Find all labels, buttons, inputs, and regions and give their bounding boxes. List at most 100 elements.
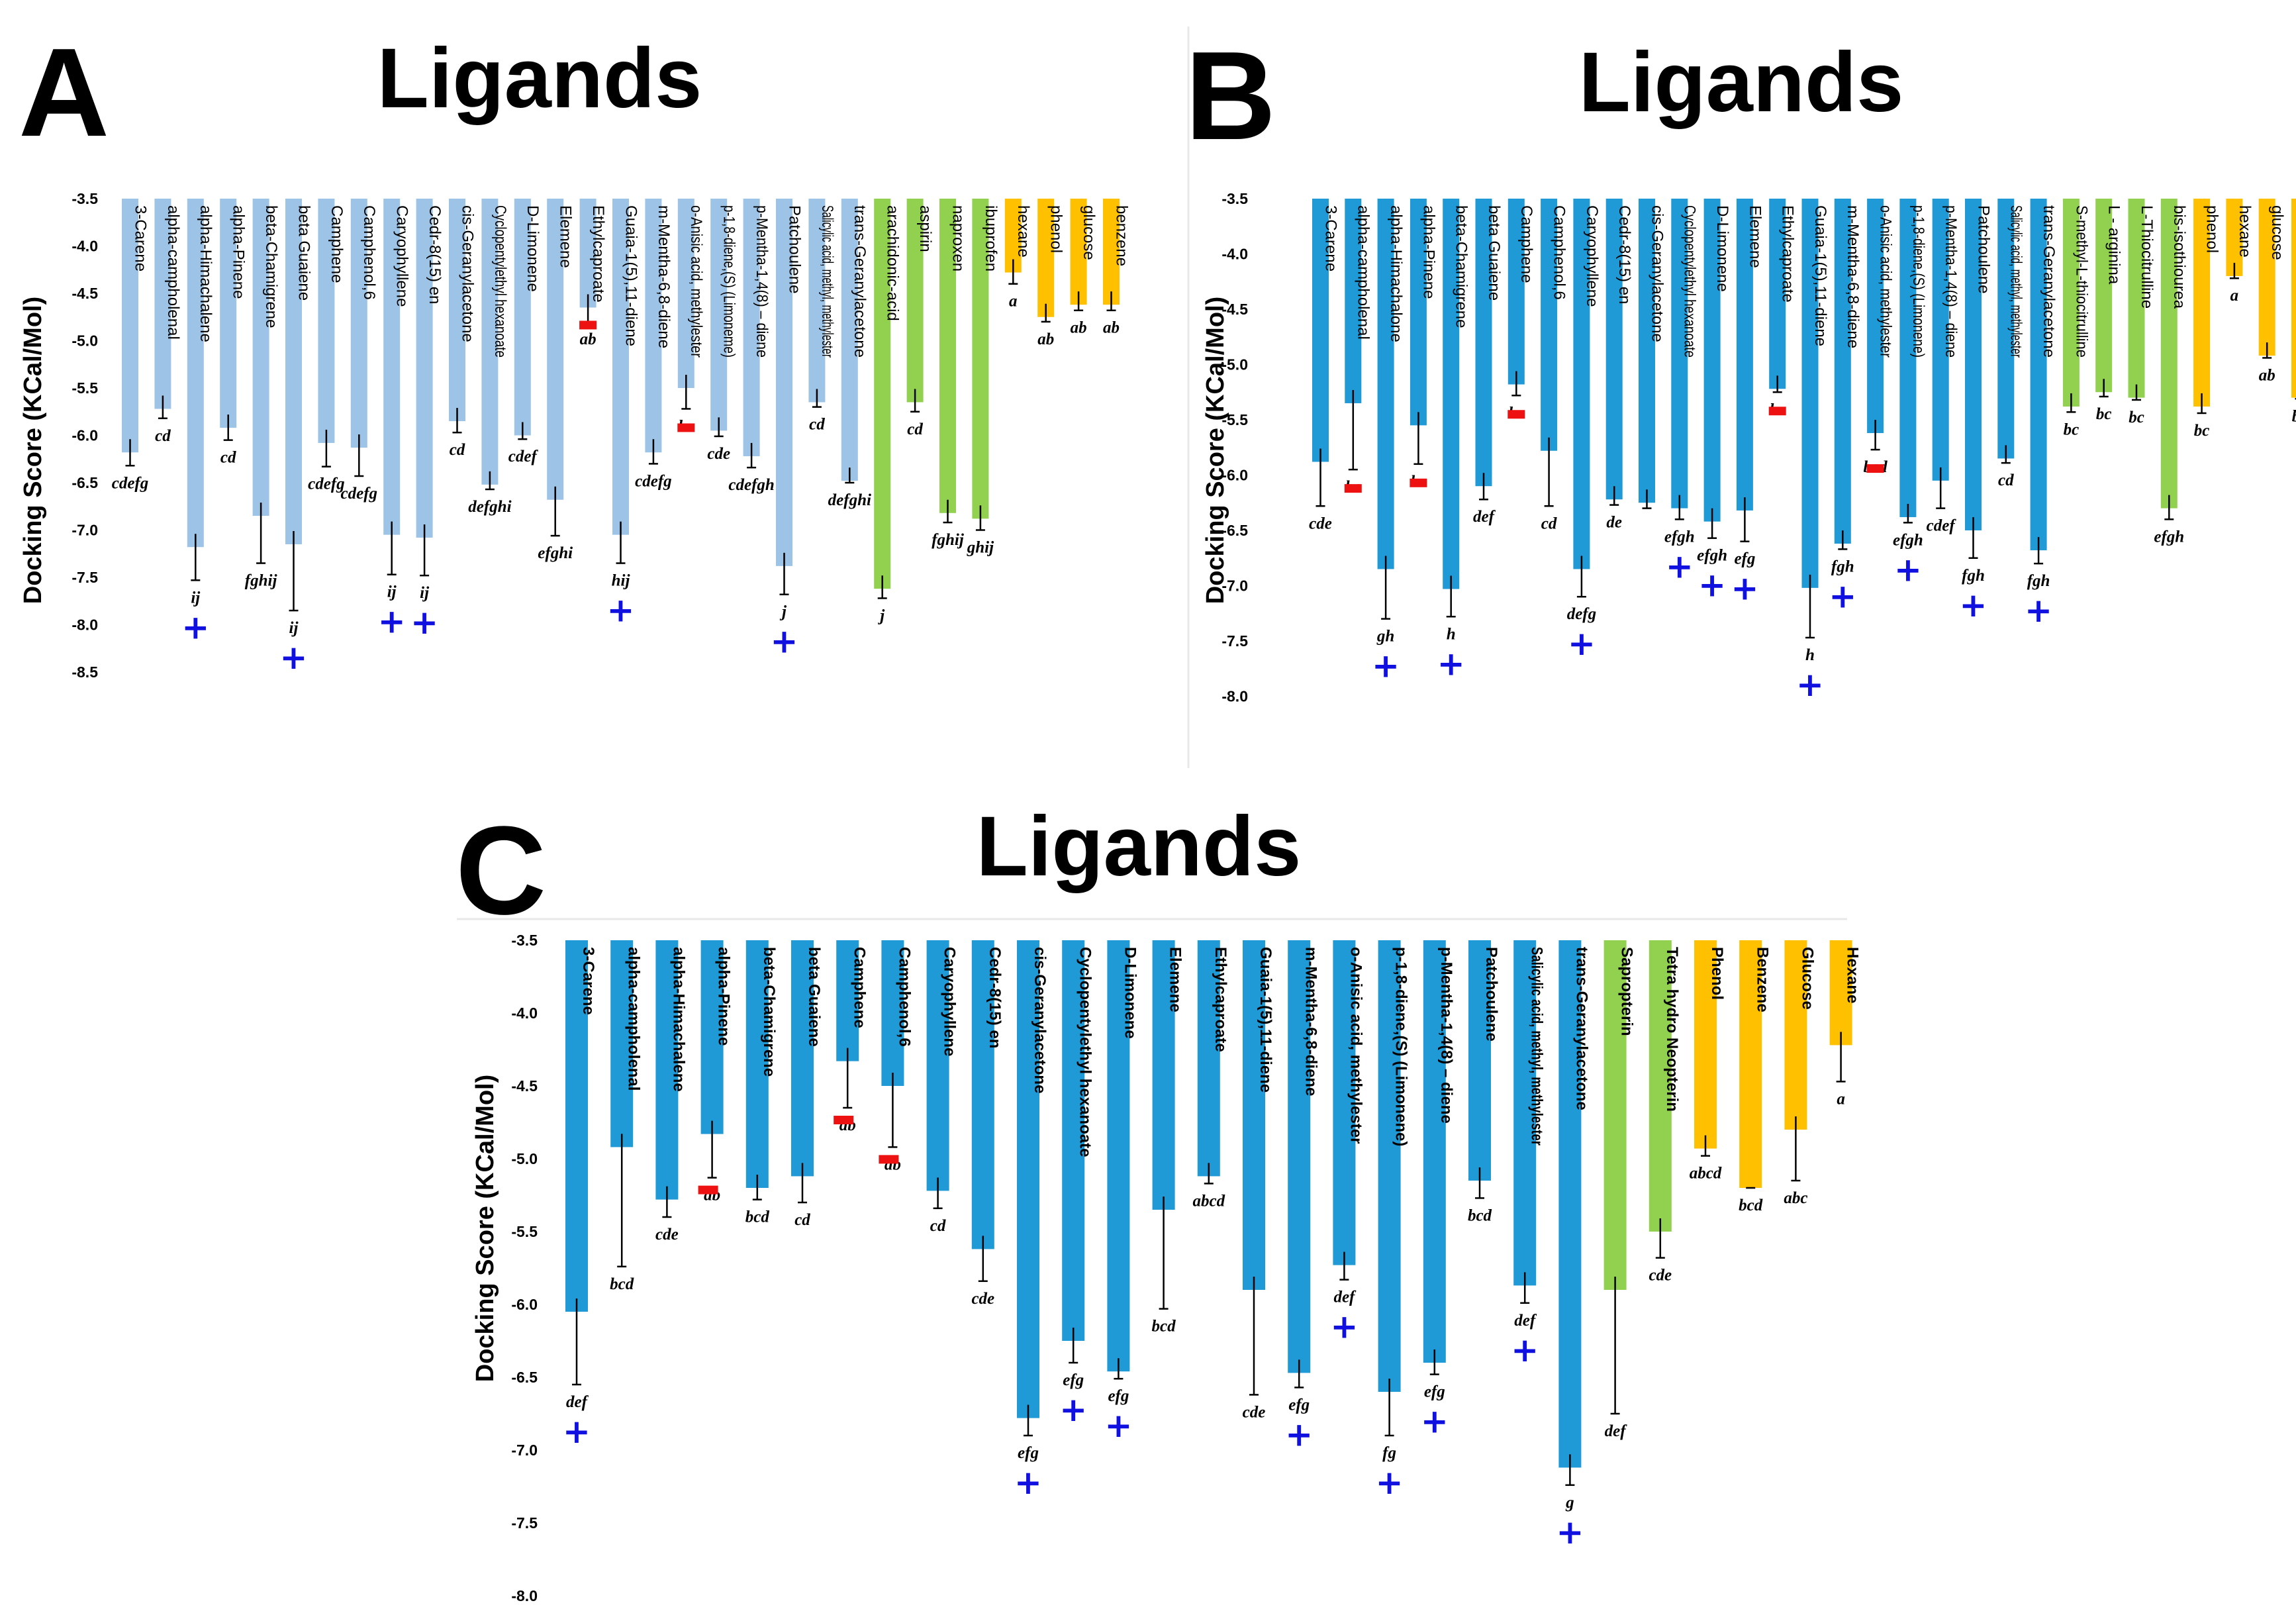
panel-b-bar-p-1-8-diene-s-limonene-significance: efgh — [1893, 531, 1923, 549]
panel-a-bar-alpha-himachalene — [187, 199, 204, 548]
panel-c-bar-sapropterin-significance: def — [1605, 1422, 1628, 1440]
panel-a-bar-trans-geranylacetone — [841, 199, 858, 481]
panel-b-bar-alpha-campholenal — [1345, 199, 1362, 403]
panel-b-bar-bis-isothiourea — [2160, 199, 2177, 509]
panel-c-bar-cis-geranylacetone-label: cis-Geranylacetone — [1031, 947, 1049, 1093]
panel-c-bar-cedr-8-15-en — [971, 940, 994, 1249]
panel-a-y-tick-label: -5.0 — [72, 332, 98, 350]
panel-c-bar-alpha-campholenal-significance: bcd — [610, 1275, 634, 1293]
panel-a-bar-salicylic-acid-methyl-methylester-label: Salicylic acid, methyl, methylester — [818, 205, 836, 358]
panel-a-y-tick-label: -3.5 — [72, 190, 98, 207]
panel-b-bar-m-mentha-6-8-diene — [1834, 199, 1851, 544]
panel-c-bar-cedr-8-15-en-significance: cde — [971, 1290, 994, 1308]
panel-b-bar-m-mentha-6-8-diene-increase-marker: + — [1829, 577, 1856, 615]
panel-b-bar-patchoulene-label: Patchoulene — [1974, 205, 1992, 293]
panel-c: C Ligands Docking Score (KCal/Mol) -3.5 -… — [455, 799, 1862, 1604]
panel-c-bar-beta-chamigrene-significance: bcd — [745, 1208, 770, 1226]
panel-b-bar-alpha-pinene-decrease-marker — [1410, 478, 1427, 487]
panel-a-bar-naproxen-significance: fghij — [932, 531, 965, 549]
panel-b-bar-s-methyl-l-thiocitrulline-label: S-methyl-L-thiocitrulline — [2072, 205, 2090, 358]
panel-b-bar-caryophyllene-label: Caryophyllene — [1583, 205, 1601, 307]
panel-b-bar-patchoulene — [1965, 199, 1982, 530]
panel-a-bar-ethylcaproate-significance: ab — [580, 330, 597, 348]
panel-b-bar-camphene-decrease-marker — [1507, 410, 1525, 419]
panel-a-bar-patchoulene-significance: j — [779, 603, 787, 621]
panel-b-bar-salicylic-acid-methyl-methylester — [1997, 199, 2015, 459]
panel-a-bar-d-limonene — [514, 199, 531, 436]
panel-b-bar-benzene — [2291, 199, 2296, 398]
panel-c-bar-cis-geranylacetone-increase-marker: + — [1014, 1463, 1042, 1502]
panel-c-bar-alpha-campholenal — [610, 940, 634, 1148]
panel-c-bar-d-limonene — [1107, 940, 1130, 1372]
panel-b-bar-m-mentha-6-8-diene-label: m-Mentha-6,8-diene — [1844, 205, 1862, 348]
panel-c-bar-p-1-8-diene-s-limonene-significance: fg — [1382, 1444, 1396, 1462]
panel-b-bar-beta-chamigrene-increase-marker: + — [1437, 644, 1465, 683]
panel-a: A Ligands Docking Score (KCal/Mol) -3.5 -… — [19, 23, 1130, 681]
panel-c-bar-m-mentha-6-8-diene — [1288, 940, 1311, 1373]
panel-b-bar-alpha-pinene — [1410, 199, 1427, 426]
panel-a-bar-beta-guaiene — [285, 199, 302, 544]
panel-c-bar-p-mentha-1-4-8-diene-label: p-Mentha-1,4(8) – diene — [1437, 947, 1455, 1124]
panel-b-bar-trans-geranylacetone-label: trans-Geranylacetone — [2040, 205, 2058, 358]
panel-a-bar-phenol-label: phenol — [1047, 205, 1065, 253]
panel-c-y-axis-title: Docking Score (KCal/Mol) — [471, 1075, 499, 1383]
panel-c-bar-hexane — [1829, 940, 1852, 1046]
panel-b-bar-phenol-significance: bc — [2194, 422, 2210, 440]
panel-a-bar-camphene — [318, 199, 335, 443]
panel-c-bar-patchoulene-label: Patchoulene — [1482, 947, 1500, 1042]
panel-a-bar-ethylcaproate-decrease-marker — [579, 320, 597, 330]
panel-b-bar-benzene-significance: bc — [2292, 407, 2296, 425]
panel-b-bar-cis-geranylacetone-label: cis-Geranylacetone — [1648, 205, 1666, 342]
panel-b-bar-cedr-8-15-en-label: Cedr-8(15) en — [1615, 205, 1633, 304]
panel-a-bar-p-mentha-1-4-8-diene — [743, 199, 760, 456]
panel-a-title: Ligands — [377, 31, 702, 126]
panel-b-y-tick-label: -5.0 — [1221, 356, 1248, 373]
panel-b-bar-trans-geranylacetone-increase-marker: + — [2025, 591, 2052, 630]
panel-c-y-tick-label: -4.5 — [511, 1077, 538, 1095]
panel-c-bar-cyclopentylethyl-hexanoate-significance: efg — [1063, 1371, 1084, 1389]
panel-a-bar-caryophyllene-label: Caryophyllene — [393, 205, 411, 307]
panel-c-bar-salicylic-acid-methyl-methylester-label: Salicylic acid, methyl, methylester — [1527, 947, 1545, 1146]
panel-b-bar-p-1-8-diene-s-limonene-increase-marker: + — [1894, 550, 1922, 589]
panel-c-bar-3-carene-label: 3-Carene — [579, 947, 597, 1015]
panel-b-bar-patchoulene-increase-marker: + — [1960, 586, 1987, 624]
panel-b-bar-o-anisic-acid-methylester-label: o-Anisic acid, methylester — [1877, 205, 1895, 358]
panel-b-bar-alpha-campholenal-decrease-marker — [1344, 484, 1362, 493]
panel-c-bar-camphenol-6-label: Camphenol,6 — [895, 947, 913, 1047]
panel-a-bar-glucose-significance: ab — [1071, 319, 1087, 337]
panel-c-bar-salicylic-acid-methyl-methylester-significance: def — [1514, 1312, 1537, 1330]
panel-a-bar-3-carene — [122, 199, 138, 453]
panel-c-bar-beta-chamigrene — [745, 940, 769, 1188]
panel-b-bar-beta-guaiene — [1475, 199, 1492, 487]
panel-b-bar-elemene-label: Elemene — [1746, 205, 1764, 268]
panel-a-bar-alpha-campholenal — [154, 199, 171, 409]
panel-a-bar-caryophyllene-significance: ij — [387, 583, 397, 601]
panel-a-bar-o-anisic-acid-methylester — [677, 199, 694, 388]
panel-a-bar-phenol — [1037, 199, 1055, 317]
panel-b-bar-cyclopentylethyl-hexanoate-increase-marker: + — [1666, 547, 1694, 585]
panel-a-bar-alpha-himachalene-label: alpha-Himachalene — [197, 205, 215, 342]
panel-a-bar-glucose — [1070, 199, 1087, 305]
panel-b-bar-beta-guaiene-label: beta Guaiene — [1485, 205, 1503, 301]
panel-a-bar-naproxen — [939, 199, 956, 513]
panel-c-bar-phenol-significance: abcd — [1690, 1165, 1722, 1183]
panel-a-bar-beta-guaiene-label: beta Guaiene — [295, 205, 312, 301]
panel-a-bar-camphenol-6-significance: cdefg — [341, 485, 378, 503]
panel-c-bar-benzene — [1739, 940, 1762, 1188]
panel-b-bar-cis-geranylacetone — [1639, 199, 1655, 503]
panel-b-y-tick-label: -4.5 — [1221, 301, 1248, 318]
panel-a-bar-salicylic-acid-methyl-methylester — [808, 199, 826, 403]
panel-c-bar-trans-geranylacetone-increase-marker: + — [1556, 1513, 1584, 1551]
panel-a-bar-guaia-1-5-11-diene — [612, 199, 629, 535]
panel-c-bar-alpha-campholenal-label: alpha-campholenal — [624, 947, 642, 1091]
panel-b-bar-alpha-himachalone-increase-marker: + — [1372, 647, 1400, 685]
panel-a-bar-ibuprofen-label: ibuprofen — [982, 205, 1000, 271]
panel-a-bar-p-1-8-diene-s-limoneme-significance: cde — [707, 445, 730, 463]
panel-a-bar-arachidonic-acid — [874, 199, 891, 589]
panel-b-bar-phenol-label: phenol — [2203, 205, 2221, 253]
panel-c-bar-camphenol-6-decrease-marker — [879, 1155, 899, 1164]
panel-c-bar-trans-geranylacetone — [1558, 940, 1582, 1468]
panel-a-bar-arachidonic-acid-label: arachidonic-acid — [884, 205, 902, 321]
panel-b-bar-l-arginina-significance: bc — [2096, 405, 2112, 423]
panel-c-bar-alpha-pinene-decrease-marker — [698, 1185, 718, 1195]
